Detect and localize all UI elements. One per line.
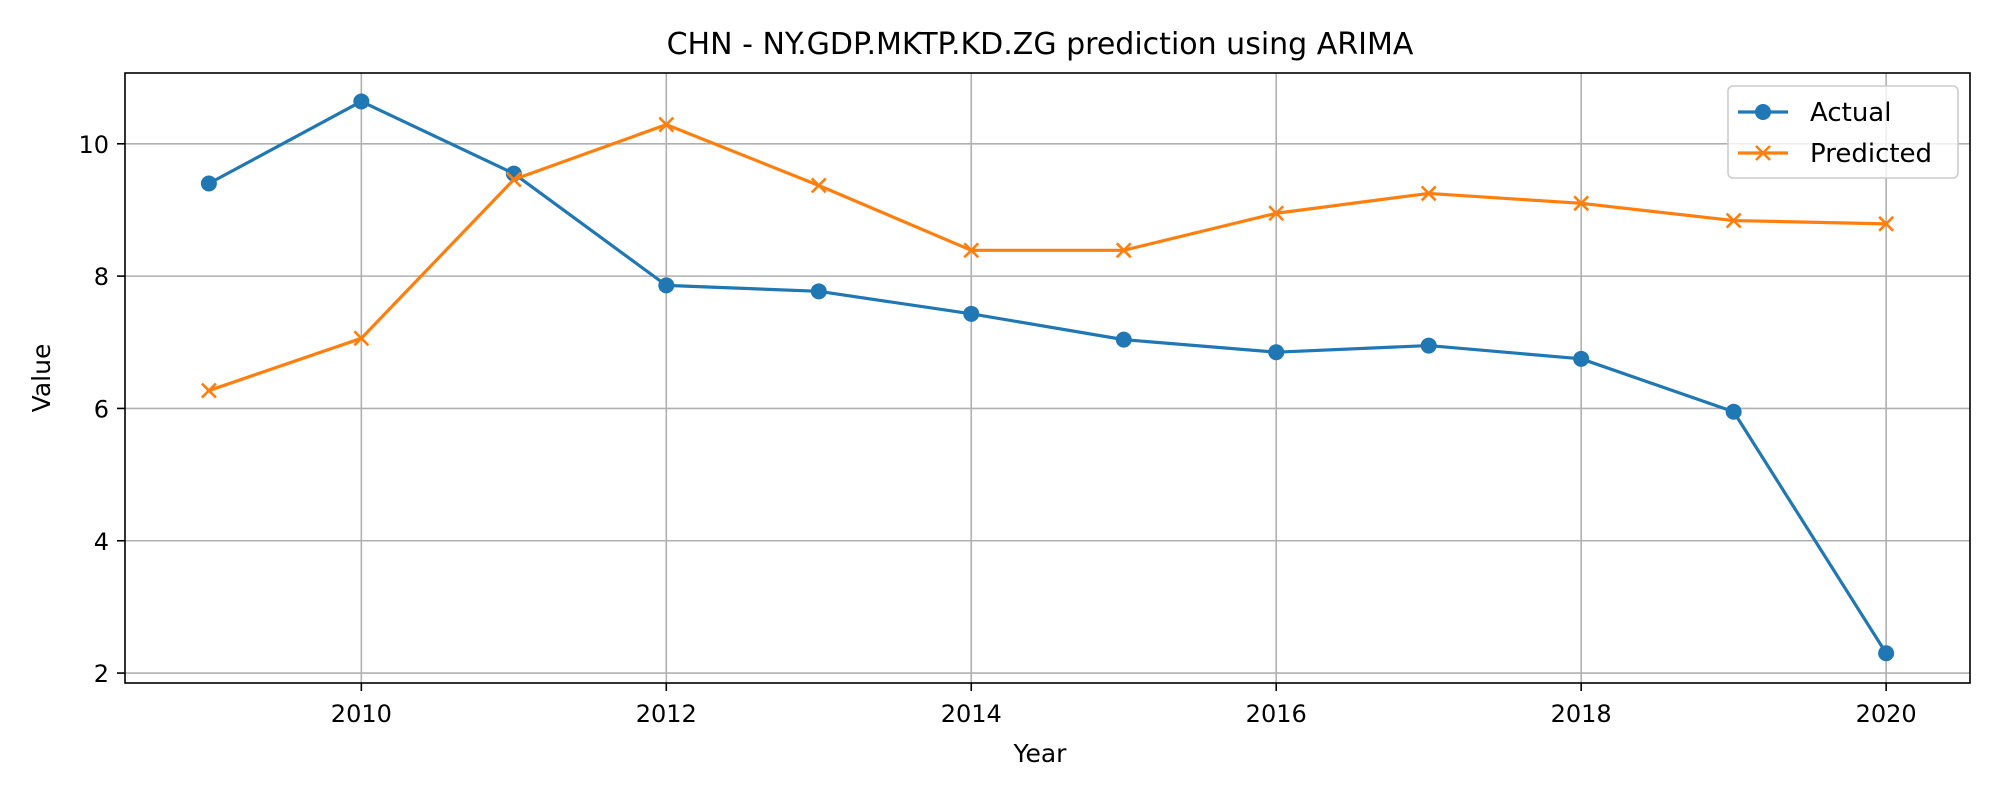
y-tick-label-8: 8 — [94, 263, 109, 291]
legend-box — [1727, 85, 1959, 179]
series-line-actual — [207, 99, 1888, 655]
y-axis-label: Value — [27, 344, 56, 413]
data-point-predicted-2011 — [505, 171, 522, 188]
data-point-actual-2012 — [658, 277, 675, 294]
data-point-actual-2019 — [1725, 403, 1742, 420]
x-axis-label: Year — [1013, 739, 1068, 768]
x-tick-label-2010: 2010 — [331, 700, 392, 728]
data-point-actual-2015 — [1115, 331, 1132, 348]
data-point-actual-2014 — [963, 305, 980, 322]
x-tick-label-2014: 2014 — [941, 700, 1002, 728]
data-point-actual-2013 — [810, 283, 827, 300]
data-point-predicted-2017 — [1420, 185, 1437, 202]
data-point-predicted-2016 — [1268, 205, 1285, 222]
legend-marker-predicted — [1755, 145, 1771, 161]
data-point-predicted-2014 — [963, 242, 980, 259]
x-tick-label-2018: 2018 — [1551, 700, 1612, 728]
x-tick-label-2016: 2016 — [1246, 700, 1307, 728]
data-point-actual-2016 — [1268, 344, 1285, 361]
data-point-actual-2017 — [1420, 337, 1437, 354]
legend-label-predicted: Predicted — [1810, 139, 1932, 169]
data-point-predicted-2019 — [1725, 212, 1742, 229]
series-line-predicted — [207, 123, 1888, 393]
data-point-predicted-2009 — [200, 382, 217, 399]
plot-area: 2010 2012 2014 2016 2018 2020 2 4 6 8 10 — [78, 72, 1971, 728]
data-point-predicted-2012 — [658, 116, 675, 133]
legend-label-actual: Actual — [1810, 98, 1891, 128]
data-point-actual-2009 — [200, 175, 217, 192]
legend-marker-actual — [1755, 104, 1771, 120]
data-point-predicted-2013 — [810, 177, 827, 194]
legend: Actual Predicted — [1727, 85, 1959, 179]
y-tick-label-2: 2 — [94, 660, 109, 688]
chart-title: CHN - NY.GDP.MKTP.KD.ZG prediction using… — [667, 27, 1414, 62]
data-point-predicted-2015 — [1115, 242, 1132, 259]
data-point-predicted-2020 — [1878, 215, 1895, 232]
y-tick-label-6: 6 — [94, 395, 109, 423]
data-point-predicted-2010 — [353, 330, 370, 347]
data-point-predicted-2018 — [1573, 195, 1590, 212]
y-tick-label-4: 4 — [94, 528, 109, 556]
data-point-actual-2018 — [1573, 350, 1590, 367]
data-point-actual-2010 — [353, 93, 370, 110]
plot-frame — [124, 72, 1971, 684]
data-point-actual-2020 — [1878, 645, 1895, 662]
x-tick-label-2012: 2012 — [636, 700, 697, 728]
y-tick-label-10: 10 — [78, 131, 109, 159]
x-tick-label-2020: 2020 — [1856, 700, 1917, 728]
